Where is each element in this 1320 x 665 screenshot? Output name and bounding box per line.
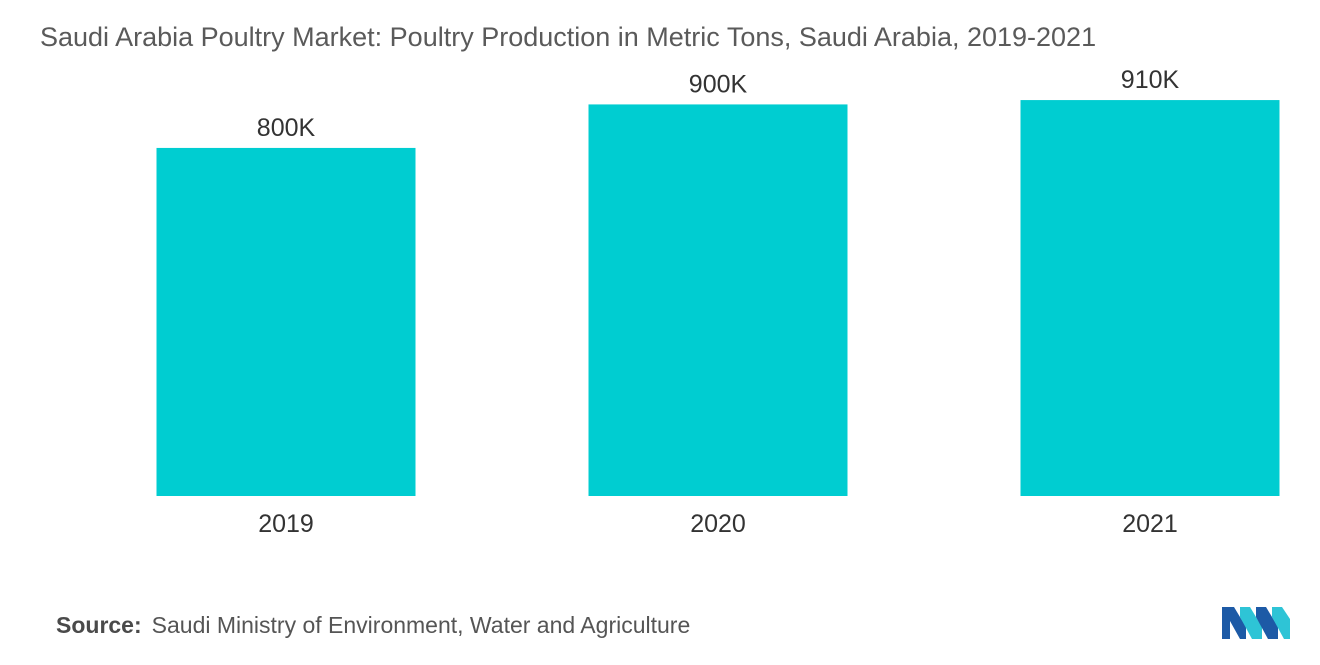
bar-2021 — [1020, 100, 1280, 496]
x-tick-label-2020: 2020 — [690, 510, 746, 538]
data-label-2019: 800K — [257, 114, 316, 142]
x-tick-label-2019: 2019 — [258, 510, 314, 538]
source-label: Source: — [56, 612, 142, 638]
data-label-2020: 900K — [689, 70, 748, 98]
source-note: Source: Saudi Ministry of Environment, Wa… — [56, 612, 690, 639]
source-text: Saudi Ministry of Environment, Water and… — [151, 612, 691, 638]
x-tick-label-2021: 2021 — [1122, 510, 1178, 538]
bar-2020 — [588, 104, 848, 496]
data-label-2021: 910K — [1121, 66, 1180, 94]
chart-title: Saudi Arabia Poultry Market: Poultry Pro… — [40, 22, 1097, 52]
bar-chart: 800K 2019 900K 2020 910K 2021 — [156, 66, 1280, 538]
bar-2019 — [156, 147, 416, 497]
mordor-intelligence-logo-icon — [1222, 607, 1290, 639]
